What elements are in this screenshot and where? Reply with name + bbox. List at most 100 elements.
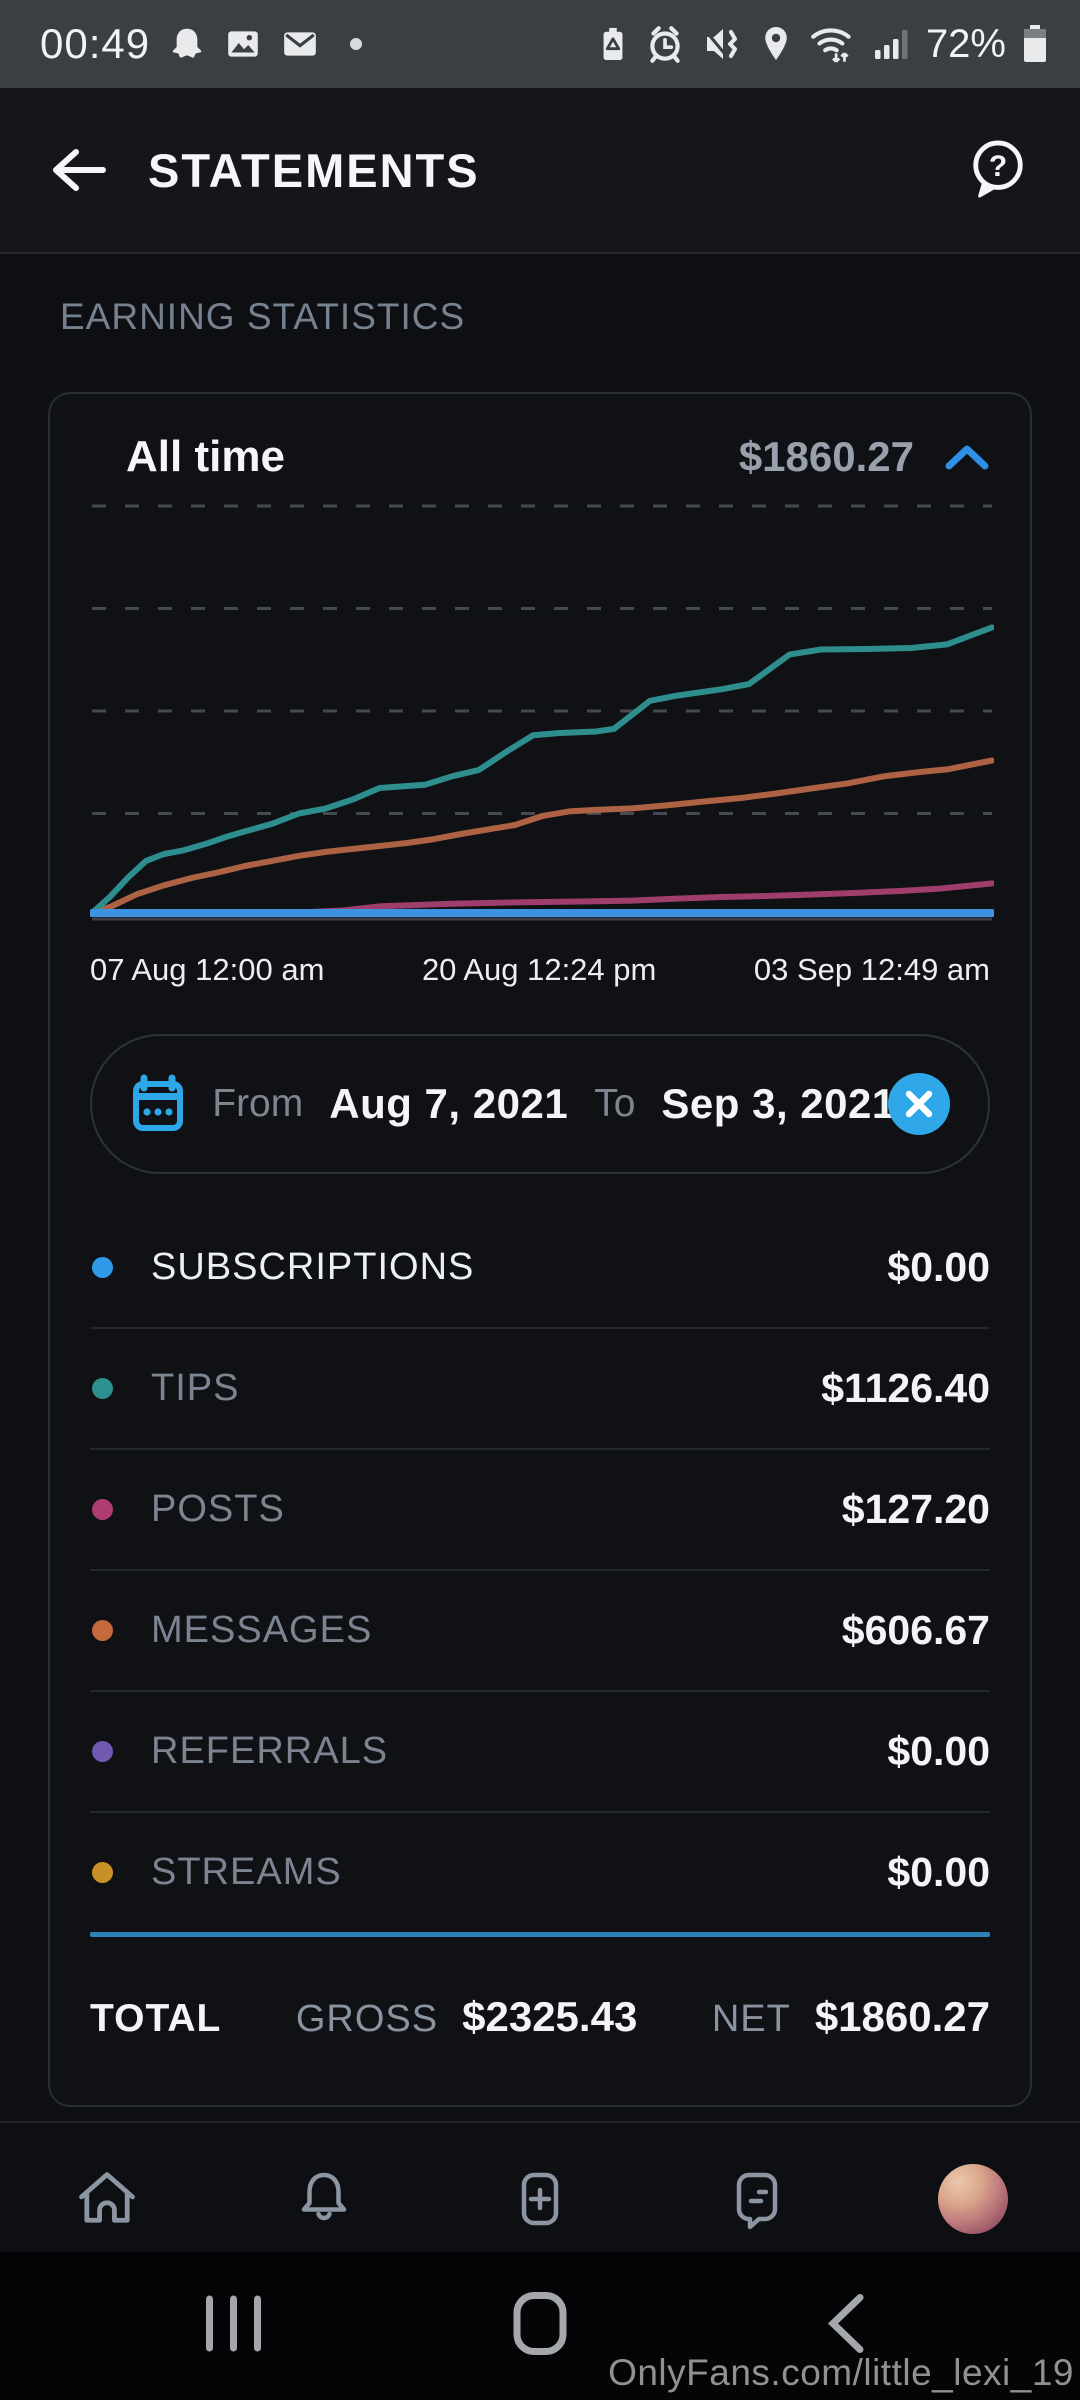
period-total: $1860.27 bbox=[738, 433, 914, 480]
help-button[interactable]: ? bbox=[968, 138, 1028, 202]
to-label: To bbox=[594, 1082, 636, 1125]
cell-signal-icon bbox=[872, 24, 912, 64]
android-navigation-bar: OnlyFans.com/little_lexi_19 bbox=[0, 2252, 1080, 2400]
chart-series-lines bbox=[90, 624, 994, 917]
nav-messages-button[interactable] bbox=[722, 2164, 792, 2234]
bell-icon bbox=[301, 2172, 346, 2221]
page-title: STATEMENTS bbox=[148, 143, 480, 197]
chevron-up-icon[interactable] bbox=[944, 442, 990, 472]
legend-label: MESSAGES bbox=[151, 1609, 373, 1651]
x-tick-end: 03 Sep 12:49 am bbox=[753, 952, 990, 987]
android-back-icon bbox=[827, 2294, 864, 2353]
android-recents-button[interactable] bbox=[205, 2294, 263, 2359]
battery-icon bbox=[1020, 23, 1050, 65]
watermark-text: OnlyFans.com/little_lexi_19 bbox=[608, 2352, 1074, 2393]
legend-value: $127.20 bbox=[841, 1486, 990, 1532]
nav-home-button[interactable] bbox=[72, 2164, 142, 2234]
series-line-tips bbox=[90, 624, 994, 916]
legend-row-messages[interactable]: MESSAGES $606.67 bbox=[90, 1571, 990, 1692]
clear-date-filter-button[interactable] bbox=[887, 1073, 950, 1135]
chart-gridlines bbox=[92, 504, 992, 815]
total-separator-line bbox=[90, 1932, 990, 1937]
content-divider bbox=[0, 2121, 1080, 2123]
android-home-button[interactable] bbox=[512, 2291, 568, 2362]
earnings-card: All time $1860.27 07 Aug 12:00 am 20 Aug… bbox=[48, 392, 1032, 2107]
status-time: 00:49 bbox=[40, 20, 151, 67]
wifi-icon bbox=[808, 23, 858, 65]
chart-x-axis-labels: 07 Aug 12:00 am 20 Aug 12:24 pm 03 Sep 1… bbox=[90, 952, 990, 988]
net-label: NET bbox=[711, 1998, 791, 2040]
battery-saver-icon bbox=[596, 24, 630, 64]
gross-label: GROSS bbox=[295, 1998, 439, 2040]
total-label: TOTAL bbox=[90, 1997, 222, 2040]
back-button[interactable] bbox=[46, 138, 110, 202]
nav-profile-button[interactable] bbox=[938, 2164, 1008, 2234]
gross-value: $2325.43 bbox=[462, 1993, 638, 2040]
legend-dot-subscriptions bbox=[92, 1257, 113, 1278]
android-home-icon bbox=[513, 2292, 567, 2355]
legend-label: REFERRALS bbox=[151, 1730, 389, 1772]
x-tick-middle: 20 Aug 12:24 pm bbox=[421, 952, 657, 987]
legend-row-referrals[interactable]: REFERRALS $0.00 bbox=[90, 1692, 990, 1813]
legend-row-tips[interactable]: TIPS $1126.40 bbox=[90, 1329, 990, 1450]
to-date-value: Sep 3, 2021 bbox=[661, 1080, 896, 1127]
svg-text:?: ? bbox=[989, 150, 1007, 183]
legend-row-posts[interactable]: POSTS $127.20 bbox=[90, 1450, 990, 1571]
x-tick-start: 07 Aug 12:00 am bbox=[90, 952, 325, 987]
email-notification-icon bbox=[280, 25, 320, 63]
series-line-messages bbox=[90, 757, 994, 916]
category-legend-list: SUBSCRIPTIONS $0.00 TIPS $1126.40 POSTS $127.… bbox=[90, 1208, 990, 1932]
legend-value: $0.00 bbox=[887, 1244, 990, 1290]
status-bar: 00:49 bbox=[0, 0, 1080, 88]
net-value: $1860.27 bbox=[814, 1993, 990, 2040]
section-title: EARNING STATISTICS bbox=[60, 296, 466, 337]
legend-value: $0.00 bbox=[887, 1849, 990, 1895]
series-line-posts bbox=[90, 880, 994, 916]
snapchat-notification-icon bbox=[168, 25, 206, 63]
legend-value: $606.67 bbox=[841, 1607, 990, 1653]
period-selector[interactable]: All time $1860.27 bbox=[90, 432, 990, 482]
legend-dot-posts bbox=[92, 1499, 113, 1520]
location-icon bbox=[758, 23, 794, 65]
alarm-clock-icon bbox=[644, 23, 686, 65]
question-bubble-icon: ? bbox=[973, 140, 1023, 198]
net-total-group: NET $1860.27 bbox=[712, 1993, 990, 2041]
earnings-chart-container: 07 Aug 12:00 am 20 Aug 12:24 pm 03 Sep 1… bbox=[90, 504, 994, 988]
battery-percent: 72% bbox=[925, 21, 1006, 66]
legend-dot-referrals bbox=[92, 1741, 113, 1762]
earnings-chart[interactable] bbox=[90, 504, 994, 928]
from-date-value: Aug 7, 2021 bbox=[329, 1080, 569, 1127]
android-back-button[interactable] bbox=[824, 2293, 866, 2360]
more-notifications-dot-icon bbox=[348, 36, 364, 52]
legend-dot-messages bbox=[92, 1620, 113, 1641]
close-icon bbox=[905, 1090, 932, 1118]
nav-new-post-button[interactable] bbox=[505, 2164, 575, 2234]
date-range-filter[interactable]: From Aug 7, 2021 To Sep 3, 2021 bbox=[90, 1034, 990, 1174]
legend-dot-streams bbox=[92, 1862, 113, 1883]
app-header: STATEMENTS ? bbox=[0, 88, 1080, 254]
legend-dot-tips bbox=[92, 1378, 113, 1399]
legend-label: SUBSCRIPTIONS bbox=[151, 1246, 475, 1288]
home-icon bbox=[79, 2172, 135, 2223]
legend-row-streams[interactable]: STREAMS $0.00 bbox=[90, 1813, 990, 1932]
vibrate-mute-icon bbox=[700, 23, 744, 65]
new-post-icon bbox=[521, 2172, 559, 2226]
period-label: All time bbox=[126, 432, 285, 481]
gallery-notification-icon bbox=[224, 25, 262, 63]
legend-label: TIPS bbox=[151, 1367, 240, 1409]
gross-total-group: GROSS $2325.43 bbox=[296, 1993, 637, 2041]
legend-label: STREAMS bbox=[151, 1851, 342, 1893]
calendar-icon bbox=[130, 1074, 186, 1134]
total-row: TOTAL GROSS $2325.43 NET $1860.27 bbox=[90, 1993, 990, 2041]
chat-icon bbox=[736, 2172, 777, 2230]
bottom-navigation bbox=[0, 2123, 1080, 2275]
legend-row-subscriptions[interactable]: SUBSCRIPTIONS $0.00 bbox=[90, 1208, 990, 1329]
nav-notifications-button[interactable] bbox=[289, 2164, 359, 2234]
legend-value: $0.00 bbox=[887, 1728, 990, 1774]
legend-value: $1126.40 bbox=[821, 1365, 990, 1411]
profile-avatar bbox=[938, 2164, 1008, 2234]
from-label: From bbox=[212, 1082, 304, 1125]
legend-label: POSTS bbox=[151, 1488, 285, 1530]
recents-icon bbox=[206, 2295, 261, 2352]
